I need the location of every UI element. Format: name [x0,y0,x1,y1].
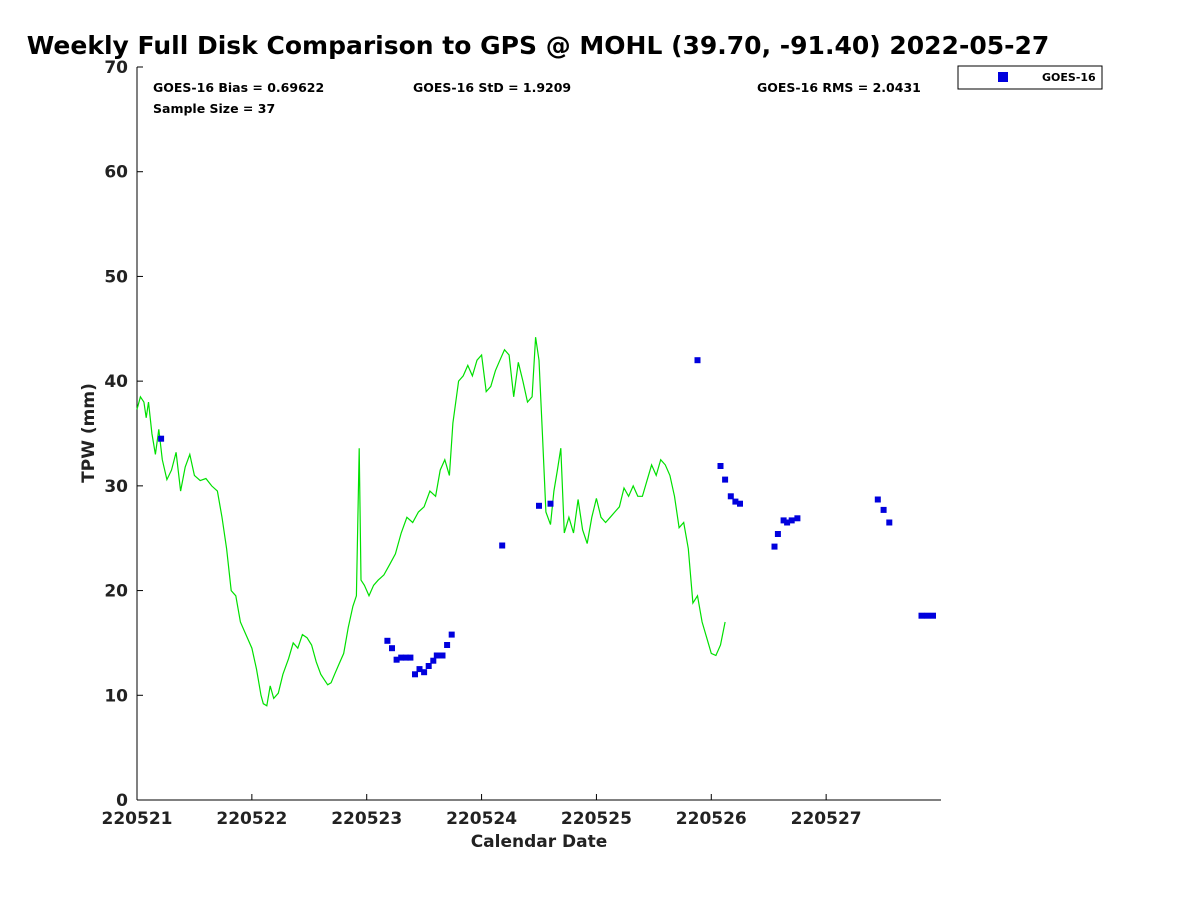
chart-title: Weekly Full Disk Comparison to GPS @ MOH… [27,31,1050,60]
goes16-data-point [880,506,887,513]
goes16-data-point [389,645,395,652]
goes16-data-point [433,652,440,659]
goes16-data-point [547,500,554,507]
std-annotation: GOES-16 StD = 1.9209 [413,80,571,95]
goes16-data-point [425,663,432,669]
goes16-data-point [407,654,414,661]
plot-frame [137,67,941,800]
y-tick-label: 70 [104,58,128,78]
goes16-data-point [421,669,428,676]
goes16-data-point [430,657,437,664]
goes16-data-point [727,493,734,500]
goes16-data-point [499,542,506,549]
goes16-data-point [384,637,391,644]
legend-label-goes16: GOES-16 [1042,71,1096,84]
x-tick-label: 220525 [561,809,632,829]
plot-area [136,67,941,801]
y-tick-label: 0 [116,791,128,811]
x-tick-label: 220522 [216,809,287,829]
sample-size-annotation: Sample Size = 37 [153,101,275,116]
y-axis-title: TPW (mm) [79,383,99,483]
goes16-data-point [439,652,446,659]
goes16-data-point [771,543,778,550]
x-axis-ticks: 220521 220522 220523 220524 220525 220526 2205… [102,794,862,829]
goes16-data-point [737,500,743,507]
goes16-data-point [788,517,795,524]
x-tick-label: 220526 [676,809,747,829]
goes16-data-point [398,654,405,661]
goes16-data-point [774,531,781,537]
y-tick-label: 30 [104,477,128,497]
goes16-data-point [784,519,791,526]
y-tick-label: 50 [104,267,128,287]
goes16-data-point [717,463,724,469]
goes16-data-point [416,666,423,673]
x-tick-label: 220521 [102,809,173,829]
goes16-data-point [780,517,787,524]
goes16-data-point [694,357,701,364]
goes16-data-point [412,671,418,678]
goes16-data-point [930,612,936,619]
goes16-data-point [444,642,451,648]
goes16-data-point [794,515,801,522]
y-tick-label: 40 [104,372,128,392]
goes-series-points [158,357,936,678]
legend-marker-goes16 [998,72,1008,82]
goes16-data-point [402,654,409,661]
y-tick-label: 20 [104,582,128,602]
legend-box [957,65,1103,90]
rms-annotation: GOES-16 RMS = 2.0431 [757,80,921,95]
x-tick-label: 220527 [791,809,862,829]
goes16-data-point [448,631,455,638]
goes16-data-point [924,612,931,619]
bias-annotation: GOES-16 Bias = 0.69622 [153,80,324,95]
goes16-data-point [722,476,729,483]
x-tick-label: 220524 [446,809,517,829]
goes16-data-point [732,498,739,505]
x-tick-label: 220523 [331,809,402,829]
goes16-data-point [158,435,165,442]
y-axis-ticks: 0 10 20 30 40 50 60 70 [104,58,143,811]
y-tick-label: 10 [104,686,128,706]
goes16-data-point [393,656,400,663]
stats-annotations: GOES-16 Bias = 0.69622 GOES-16 StD = 1.9… [153,80,921,116]
gps-series-line [136,337,726,707]
x-axis-title: Calendar Date [471,832,608,852]
goes16-data-point [886,519,893,526]
legend: GOES-16 [957,65,1103,90]
goes16-data-point [536,502,542,509]
goes16-data-point [918,612,925,619]
goes16-data-point [874,496,881,503]
y-tick-label: 60 [104,163,128,183]
